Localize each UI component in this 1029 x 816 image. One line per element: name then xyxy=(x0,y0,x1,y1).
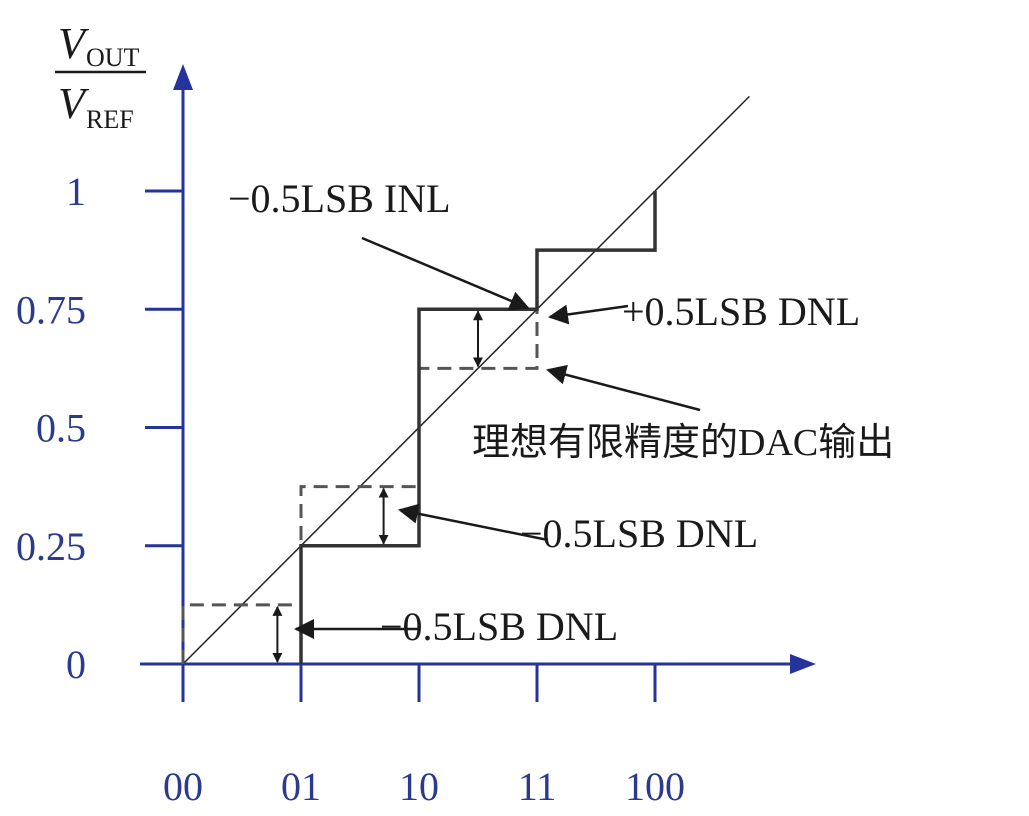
x-axis-arrow-icon xyxy=(790,654,816,674)
x-tick-label: 11 xyxy=(518,764,557,809)
y-label-numerator-subscript: OUT xyxy=(86,43,140,72)
y-tick-label: 1 xyxy=(66,169,86,214)
y-axis-ticks: 0 0.25 0.5 0.75 1 xyxy=(16,169,183,687)
y-tick-label: 0.75 xyxy=(16,287,86,332)
dnl-plus-annotation: +0.5LSB DNL xyxy=(622,289,860,334)
x-axis-ticks: 00 01 10 11 100 xyxy=(163,664,685,809)
dnl-minus-low-annotation: −0.5LSB DNL xyxy=(380,604,618,649)
x-tick-label: 00 xyxy=(163,764,203,809)
dnl-minus-mid-annotation: −0.5LSB DNL xyxy=(520,511,758,556)
x-tick-label: 100 xyxy=(625,764,685,809)
y-label-numerator-symbol: V xyxy=(58,19,90,68)
x-tick-label: 01 xyxy=(281,764,321,809)
inl-annotation-arrow xyxy=(361,236,530,311)
y-tick-label: 0 xyxy=(66,642,86,687)
actual-dac-output xyxy=(299,191,657,664)
dnl-minus-mid-annotation-arrow xyxy=(398,503,549,542)
y-axis-label: V OUT V REF xyxy=(55,19,146,134)
ideal-finite-resolution-output xyxy=(181,309,539,664)
y-tick-label: 0.5 xyxy=(36,406,86,451)
ideal-output-annotation-arrow xyxy=(546,364,701,412)
x-tick-label: 10 xyxy=(399,764,439,809)
y-axis-arrow-icon xyxy=(173,64,193,90)
dnl-plus-annotation-arrow xyxy=(548,304,629,325)
y-tick-label: 0.25 xyxy=(16,524,86,569)
inl-annotation: −0.5LSB INL xyxy=(228,176,451,221)
y-label-denominator-subscript: REF xyxy=(86,105,134,134)
dnl-markers xyxy=(272,310,483,663)
ideal-output-annotation: 理想有限精度的DAC输出 xyxy=(472,422,894,464)
y-label-denominator-symbol: V xyxy=(58,79,90,128)
